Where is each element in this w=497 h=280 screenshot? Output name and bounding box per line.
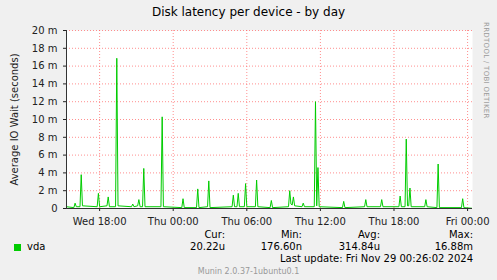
svg-text:Fri 00:00: Fri 00:00	[446, 216, 490, 227]
svg-text:Wed 18:00: Wed 18:00	[73, 216, 127, 227]
svg-text:2 m: 2 m	[38, 185, 57, 196]
html-text:vda: vda	[27, 241, 46, 252]
html-text:Avg:: Avg:	[358, 229, 380, 240]
svg-text:4 m: 4 m	[38, 167, 57, 178]
html-text:Munin 2.0.37-1ubuntu0.1: Munin 2.0.37-1ubuntu0.1	[197, 267, 300, 276]
svg-text:0: 0	[51, 203, 57, 214]
svg-text:6 m: 6 m	[38, 149, 57, 160]
html-text:RRDTOOL / TOBI OETIKER: RRDTOOL / TOBI OETIKER	[482, 22, 490, 119]
svg-text:16 m: 16 m	[32, 60, 58, 71]
svg-text:12 m: 12 m	[32, 96, 58, 107]
svg-text:8 m: 8 m	[38, 132, 57, 143]
html-text:20.22u: 20.22u	[190, 241, 225, 252]
html-text:16.88m: 16.88m	[434, 241, 473, 252]
svg-text:Thu 12:00: Thu 12:00	[294, 216, 346, 227]
svg-text:18 m: 18 m	[32, 43, 58, 54]
html-text:Cur:: Cur:	[204, 229, 225, 240]
svg-text:Thu 00:00: Thu 00:00	[147, 216, 199, 227]
svg-text:Average IO Wait (seconds): Average IO Wait (seconds)	[9, 53, 20, 185]
svg-text:Thu 18:00: Thu 18:00	[368, 216, 420, 227]
html-text:Max:: Max:	[449, 229, 473, 240]
svg-text:Thu 06:00: Thu 06:00	[220, 216, 272, 227]
html-text:Min:: Min:	[280, 229, 302, 240]
svg-text:20 m: 20 m	[32, 25, 58, 36]
html-text:176.60n: 176.60n	[260, 241, 302, 252]
html-text:314.84u: 314.84u	[338, 241, 380, 252]
svg-text:10 m: 10 m	[32, 114, 58, 125]
html-text:Last update: Fri Nov 29 00:26:: Last update: Fri Nov 29 00:26:02 2024	[280, 253, 473, 264]
svg-text:14 m: 14 m	[32, 78, 58, 89]
html-text:Disk latency per device - by d: Disk latency per device - by day	[151, 5, 346, 19]
